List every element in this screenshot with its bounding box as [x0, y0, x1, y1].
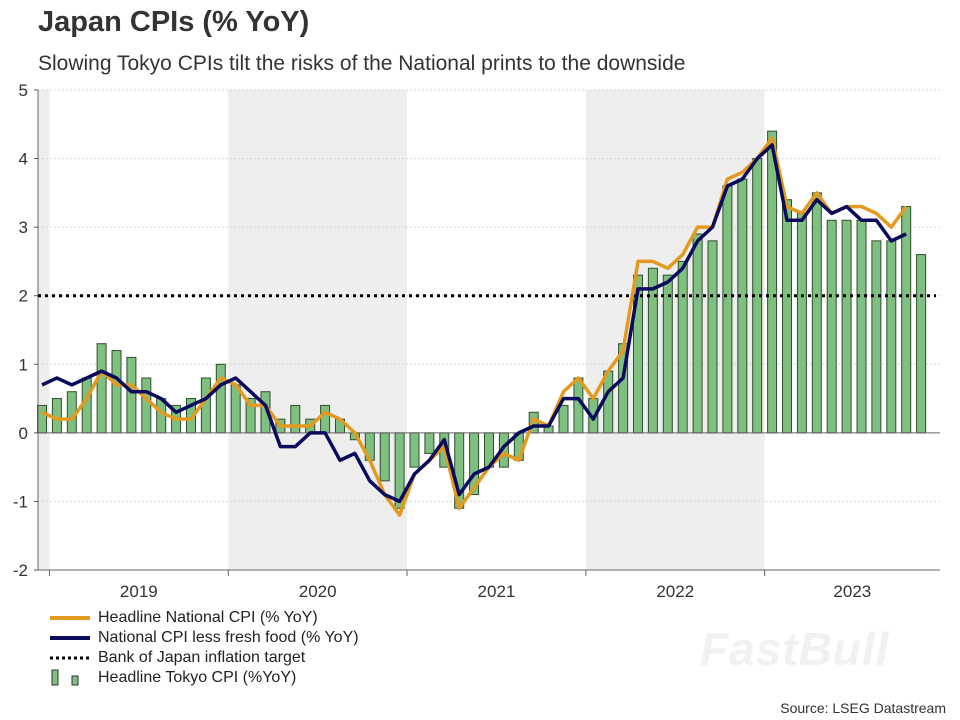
bar-tokyo-cpi: [558, 404, 569, 434]
bar-tokyo-cpi: [409, 432, 420, 468]
bar-tokyo-cpi: [290, 404, 301, 434]
bar-tokyo-cpi: [379, 432, 390, 482]
legend: Headline National CPI (% YoY) National C…: [50, 608, 359, 688]
x-tick-label: 2021: [478, 582, 516, 601]
bar-tokyo-cpi: [886, 240, 897, 434]
y-tick-label: 5: [19, 81, 28, 100]
legend-item-headline-national: Headline National CPI (% YoY): [50, 608, 359, 628]
bar-tokyo-cpi: [215, 363, 226, 434]
bar-tokyo-cpi: [662, 274, 673, 434]
bar-tokyo-cpi: [111, 350, 122, 434]
bar-tokyo-cpi: [692, 233, 703, 434]
legend-label: Bank of Japan inflation target: [98, 649, 306, 666]
bar-tokyo-cpi: [707, 240, 718, 434]
legend-label: Headline Tokyo CPI (%YoY): [98, 669, 297, 686]
bar-tokyo-cpi: [320, 404, 331, 434]
bar-tokyo-cpi: [737, 178, 748, 434]
legend-swatch-navy-line: [50, 636, 90, 640]
bar-tokyo-cpi: [647, 267, 658, 434]
x-tick-label: 2019: [120, 582, 158, 601]
y-tick-label: 0: [19, 424, 28, 443]
shaded-band: [585, 90, 765, 570]
bar-tokyo-cpi: [811, 192, 822, 434]
y-tick-label: 3: [19, 218, 28, 237]
watermark-logo: FastBull: [700, 623, 890, 675]
x-tick-label: 2022: [656, 582, 694, 601]
legend-swatch-orange-line: [50, 616, 90, 620]
legend-item-core-national: National CPI less fresh food (% YoY): [50, 628, 359, 648]
bar-tokyo-cpi: [722, 185, 733, 434]
bar-tokyo-cpi: [126, 356, 137, 434]
y-tick-label: -1: [13, 492, 28, 511]
legend-label: Headline National CPI (% YoY): [98, 609, 318, 626]
y-tick-label: -2: [13, 561, 28, 580]
legend-label: National CPI less fresh food (% YoY): [98, 629, 359, 646]
source-note: Source: LSEG Datastream: [780, 700, 946, 716]
line-core-national-cpi: [41, 143, 907, 504]
bar-tokyo-cpi: [767, 130, 778, 434]
bar-tokyo-cpi: [916, 254, 927, 434]
y-tick-label: 4: [19, 150, 28, 169]
shaded-band: [38, 90, 50, 570]
chart-title: Japan CPIs (% YoY): [38, 6, 310, 38]
y-tick-label: 1: [19, 355, 28, 374]
bar-tokyo-cpi: [424, 432, 435, 454]
bar-tokyo-cpi: [841, 219, 852, 434]
bar-tokyo-cpi: [37, 404, 47, 434]
legend-swatch-dotted-line: [50, 656, 90, 660]
bar-tokyo-cpi: [51, 398, 62, 434]
bar-tokyo-cpi: [826, 219, 837, 434]
chart-subtitle: Slowing Tokyo CPIs tilt the risks of the…: [38, 52, 686, 75]
legend-item-tokyo-cpi: Headline Tokyo CPI (%YoY): [50, 668, 359, 688]
legend-item-boj-target: Bank of Japan inflation target: [50, 648, 359, 668]
y-tick-label: 2: [19, 287, 28, 306]
bar-tokyo-cpi: [677, 260, 688, 434]
bar-tokyo-cpi: [96, 343, 107, 434]
bar-tokyo-cpi: [856, 219, 867, 434]
x-tick-label: 2020: [299, 582, 337, 601]
bar-tokyo-cpi: [782, 199, 792, 434]
bar-tokyo-cpi: [141, 377, 152, 434]
legend-swatch-green-bars: [51, 669, 79, 686]
bar-tokyo-cpi: [871, 240, 882, 434]
x-tick-label: 2023: [833, 582, 871, 601]
shaded-band: [228, 90, 408, 570]
bar-tokyo-cpi: [901, 206, 912, 434]
bar-tokyo-cpi: [796, 212, 807, 434]
